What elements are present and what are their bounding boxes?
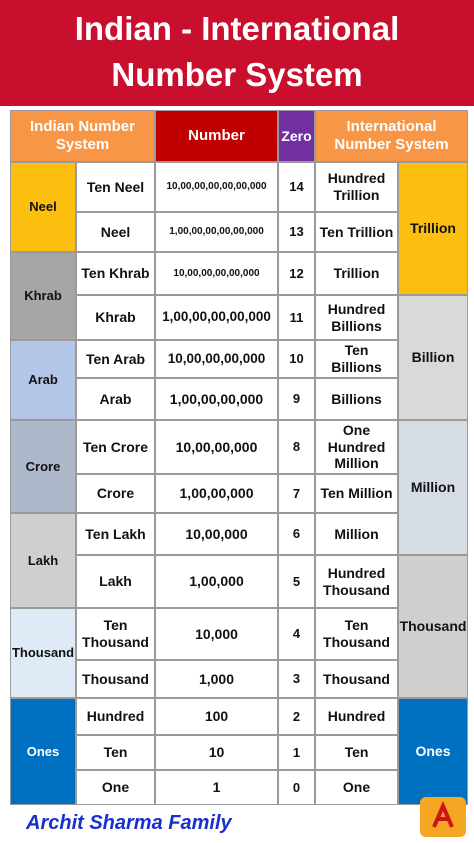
title-banner: Indian - International Number System: [0, 0, 474, 106]
international-name: One Hundred Million: [315, 420, 398, 474]
zero-count: 3: [278, 660, 315, 698]
column-header: Zero: [278, 110, 315, 162]
international-name: Hundred Billions: [315, 295, 398, 340]
zero-count: 2: [278, 698, 315, 735]
international-name: Ten: [315, 735, 398, 770]
indian-group: Crore: [10, 420, 76, 513]
indian-name: Arab: [76, 378, 155, 420]
international-name: Billions: [315, 378, 398, 420]
number: 1: [155, 770, 278, 805]
zero-count: 10: [278, 340, 315, 378]
international-name: Ten Trillion: [315, 212, 398, 252]
number: 1,000: [155, 660, 278, 698]
indian-name: Thousand: [76, 660, 155, 698]
column-header: International Number System: [315, 110, 468, 162]
number: 10,00,00,00,000: [155, 340, 278, 378]
number: 10,00,00,000: [155, 420, 278, 474]
international-name: Million: [315, 513, 398, 555]
international-group: Thousand: [398, 555, 468, 698]
indian-name: Ten Neel: [76, 162, 155, 212]
international-name: Hundred: [315, 698, 398, 735]
zero-count: 8: [278, 420, 315, 474]
zero-count: 5: [278, 555, 315, 608]
international-name: One: [315, 770, 398, 805]
indian-name: Ten: [76, 735, 155, 770]
number: 1,00,00,00,00,00,000: [155, 212, 278, 252]
zero-count: 14: [278, 162, 315, 212]
indian-group: Ones: [10, 698, 76, 805]
international-group: Trillion: [398, 162, 468, 295]
indian-group: Neel: [10, 162, 76, 252]
number: 1,00,000: [155, 555, 278, 608]
column-header: Number: [155, 110, 278, 162]
indian-group: Khrab: [10, 252, 76, 340]
zero-count: 12: [278, 252, 315, 295]
number: 10,00,00,00,00,000: [155, 252, 278, 295]
title-line: Indian - International: [74, 10, 400, 47]
indian-name: Crore: [76, 474, 155, 513]
number: 1,00,00,000: [155, 474, 278, 513]
indian-name: Ten Khrab: [76, 252, 155, 295]
number: 100: [155, 698, 278, 735]
zero-count: 6: [278, 513, 315, 555]
zero-count: 11: [278, 295, 315, 340]
zero-count: 13: [278, 212, 315, 252]
international-name: Ten Thousand: [315, 608, 398, 660]
zero-count: 4: [278, 608, 315, 660]
international-group: Billion: [398, 295, 468, 420]
indian-name: One: [76, 770, 155, 805]
zero-count: 1: [278, 735, 315, 770]
international-group: Million: [398, 420, 468, 555]
international-name: Ten Billions: [315, 340, 398, 378]
indian-name: Hundred: [76, 698, 155, 735]
indian-name: Ten Thousand: [76, 608, 155, 660]
international-name: Hundred Thousand: [315, 555, 398, 608]
indian-name: Lakh: [76, 555, 155, 608]
logo: [420, 797, 466, 837]
indian-name: Ten Lakh: [76, 513, 155, 555]
indian-name: Ten Arab: [76, 340, 155, 378]
title-line: Number System: [111, 56, 363, 93]
international-name: Trillion: [315, 252, 398, 295]
indian-name: Ten Crore: [76, 420, 155, 474]
number: 10,00,000: [155, 513, 278, 555]
international-group: Ones: [398, 698, 468, 805]
indian-group: Lakh: [10, 513, 76, 608]
indian-group: Arab: [10, 340, 76, 420]
international-name: Ten Million: [315, 474, 398, 513]
number: 10,00,00,00,00,00,000: [155, 162, 278, 212]
international-name: Thousand: [315, 660, 398, 698]
brand: Archit Sharma Family: [26, 812, 232, 834]
zero-count: 9: [278, 378, 315, 420]
zero-count: 7: [278, 474, 315, 513]
logo-icon: [432, 800, 454, 828]
number: 10,000: [155, 608, 278, 660]
number: 1,00,00,00,000: [155, 378, 278, 420]
indian-name: Neel: [76, 212, 155, 252]
column-header: Indian Number System: [10, 110, 155, 162]
indian-name: Khrab: [76, 295, 155, 340]
number: 10: [155, 735, 278, 770]
zero-count: 0: [278, 770, 315, 805]
number: 1,00,00,00,00,000: [155, 295, 278, 340]
international-name: Hundred Trillion: [315, 162, 398, 212]
indian-group: Thousand: [10, 608, 76, 698]
